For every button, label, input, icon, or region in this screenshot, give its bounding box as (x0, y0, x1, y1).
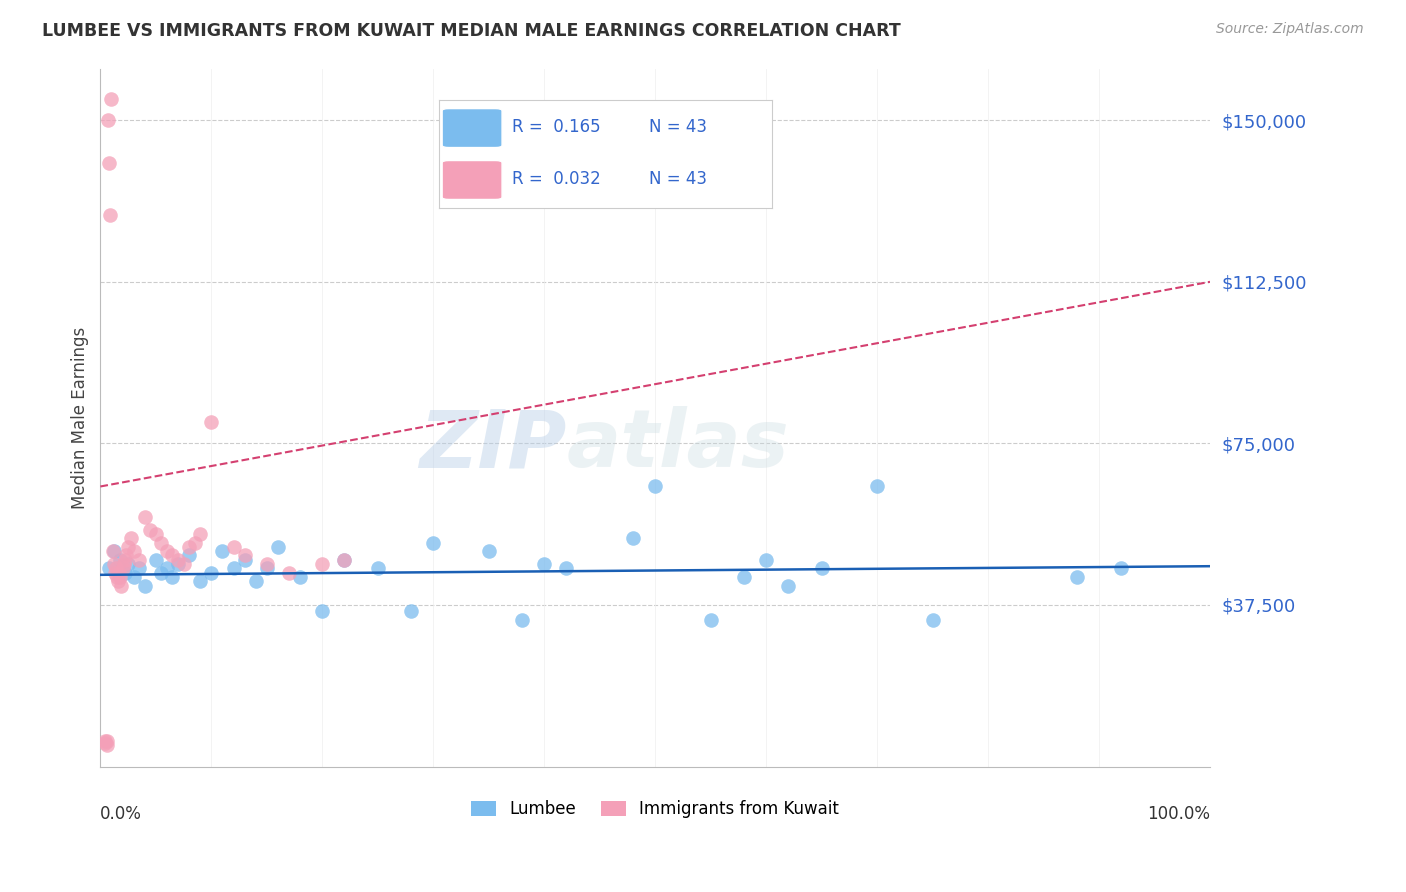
Text: ZIP: ZIP (419, 407, 567, 484)
Point (778, 578, 800, 592)
Point (110, 570, 132, 584)
Point (156, 544, 179, 558)
Point (108, 566, 131, 580)
Point (222, 540, 245, 554)
Point (179, 549, 201, 563)
Point (94, 733, 117, 747)
Point (96, 733, 118, 747)
Point (333, 553, 356, 567)
Point (256, 561, 278, 575)
Point (188, 527, 211, 541)
Point (94, 736, 117, 750)
Point (122, 570, 145, 584)
Point (533, 557, 555, 571)
Point (173, 557, 195, 571)
Text: LUMBEE VS IMMIGRANTS FROM KUWAIT MEDIAN MALE EARNINGS CORRELATION CHART: LUMBEE VS IMMIGRANTS FROM KUWAIT MEDIAN … (42, 22, 901, 40)
Point (117, 557, 139, 571)
Point (107, 574, 129, 589)
Point (100, 92, 122, 106)
Point (810, 561, 832, 575)
Point (145, 527, 167, 541)
Point (222, 561, 245, 575)
Point (188, 574, 211, 589)
Point (111, 561, 134, 575)
Point (256, 557, 278, 571)
Point (733, 570, 755, 584)
Point (233, 553, 256, 567)
Point (621, 531, 644, 545)
Point (1109, 561, 1132, 575)
Point (167, 553, 190, 567)
Point (200, 415, 222, 429)
Point (422, 535, 444, 549)
Point (98, 156, 121, 170)
Point (139, 523, 162, 537)
Point (150, 566, 173, 580)
Y-axis label: Median Male Earnings: Median Male Earnings (72, 326, 89, 508)
Point (103, 544, 125, 558)
Point (97, 113, 120, 128)
Point (115, 549, 138, 563)
Point (134, 578, 156, 592)
Point (96, 738, 118, 752)
Point (114, 553, 136, 567)
Point (311, 557, 333, 571)
Point (311, 604, 333, 618)
Point (921, 613, 943, 627)
Point (104, 566, 127, 580)
Point (478, 544, 501, 558)
Point (145, 553, 167, 567)
Point (162, 549, 184, 563)
Point (98, 208, 121, 222)
Point (755, 553, 778, 567)
Point (555, 561, 578, 575)
Point (104, 561, 127, 575)
Point (162, 570, 184, 584)
Point (105, 570, 128, 584)
Point (134, 509, 156, 524)
Text: Source: ZipAtlas.com: Source: ZipAtlas.com (1216, 22, 1364, 37)
Point (211, 544, 233, 558)
Point (110, 578, 132, 592)
Point (122, 544, 145, 558)
Point (866, 479, 889, 493)
Point (245, 574, 267, 589)
Point (167, 557, 190, 571)
Point (367, 561, 389, 575)
Text: 0.0%: 0.0% (100, 805, 142, 823)
Point (117, 540, 139, 554)
Text: 100.0%: 100.0% (1147, 805, 1211, 823)
Point (200, 566, 222, 580)
Point (179, 540, 201, 554)
Point (278, 566, 301, 580)
Legend: Lumbee, Immigrants from Kuwait: Lumbee, Immigrants from Kuwait (464, 793, 846, 824)
Point (112, 557, 135, 571)
Point (114, 566, 136, 580)
Point (110, 553, 132, 567)
Point (333, 553, 356, 567)
Text: atlas: atlas (567, 407, 789, 484)
Point (233, 549, 256, 563)
Point (288, 570, 311, 584)
Point (399, 604, 422, 618)
Point (128, 553, 150, 567)
Point (1066, 570, 1088, 584)
Point (156, 561, 179, 575)
Point (267, 540, 290, 554)
Point (98, 561, 121, 575)
Point (699, 613, 721, 627)
Point (101, 544, 124, 558)
Point (183, 535, 205, 549)
Point (510, 613, 533, 627)
Point (103, 557, 125, 571)
Point (644, 479, 666, 493)
Point (150, 535, 173, 549)
Point (128, 561, 150, 575)
Point (120, 531, 142, 545)
